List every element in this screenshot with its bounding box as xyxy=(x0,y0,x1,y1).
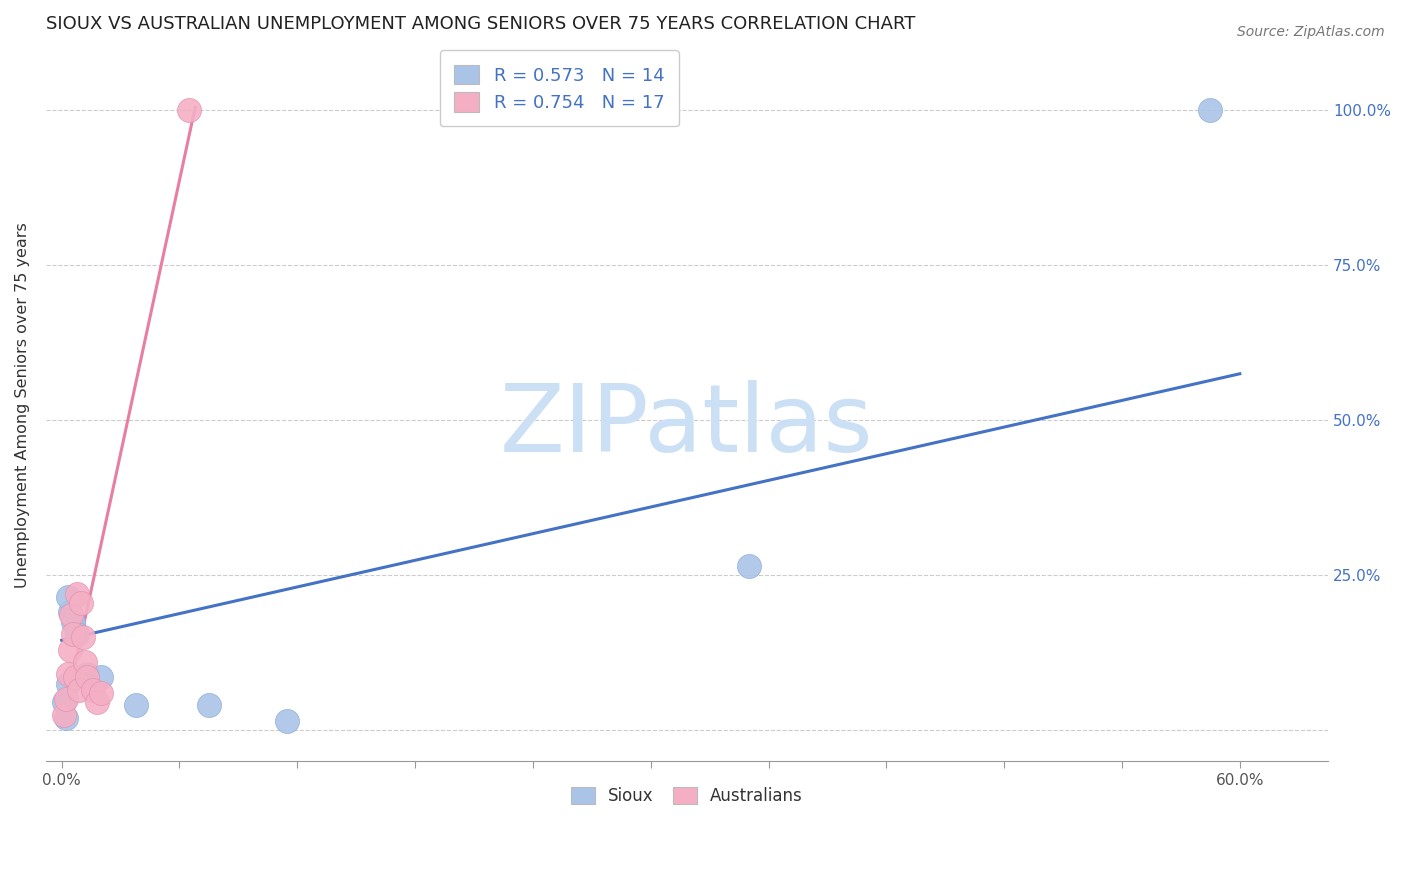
Point xyxy=(276,714,298,728)
Point xyxy=(56,590,79,604)
Point xyxy=(76,667,98,681)
Point xyxy=(62,615,84,629)
Point xyxy=(60,608,83,623)
Point xyxy=(66,587,89,601)
Point xyxy=(56,676,79,690)
Point xyxy=(125,698,148,713)
Point xyxy=(52,695,75,709)
Text: Source: ZipAtlas.com: Source: ZipAtlas.com xyxy=(1237,25,1385,39)
Text: SIOUX VS AUSTRALIAN UNEMPLOYMENT AMONG SENIORS OVER 75 YEARS CORRELATION CHART: SIOUX VS AUSTRALIAN UNEMPLOYMENT AMONG S… xyxy=(46,15,915,33)
Point xyxy=(82,682,104,697)
Point xyxy=(58,642,80,657)
Point xyxy=(76,670,98,684)
Point xyxy=(90,686,112,700)
Point xyxy=(52,707,75,722)
Point xyxy=(62,627,84,641)
Point xyxy=(86,695,108,709)
Point xyxy=(70,596,93,610)
Point xyxy=(1199,103,1222,118)
Point xyxy=(56,667,79,681)
Point xyxy=(738,558,761,573)
Point xyxy=(179,103,201,118)
Point xyxy=(75,655,97,669)
Point xyxy=(58,605,80,619)
Point xyxy=(55,692,77,706)
Point xyxy=(90,670,112,684)
Y-axis label: Unemployment Among Seniors over 75 years: Unemployment Among Seniors over 75 years xyxy=(15,222,30,588)
Legend: Sioux, Australians: Sioux, Australians xyxy=(560,775,814,817)
Point xyxy=(67,682,90,697)
Point xyxy=(198,698,221,713)
Point xyxy=(72,630,94,644)
Text: ZIPatlas: ZIPatlas xyxy=(501,380,875,472)
Point xyxy=(55,711,77,725)
Point xyxy=(65,670,87,684)
Point xyxy=(66,627,89,641)
